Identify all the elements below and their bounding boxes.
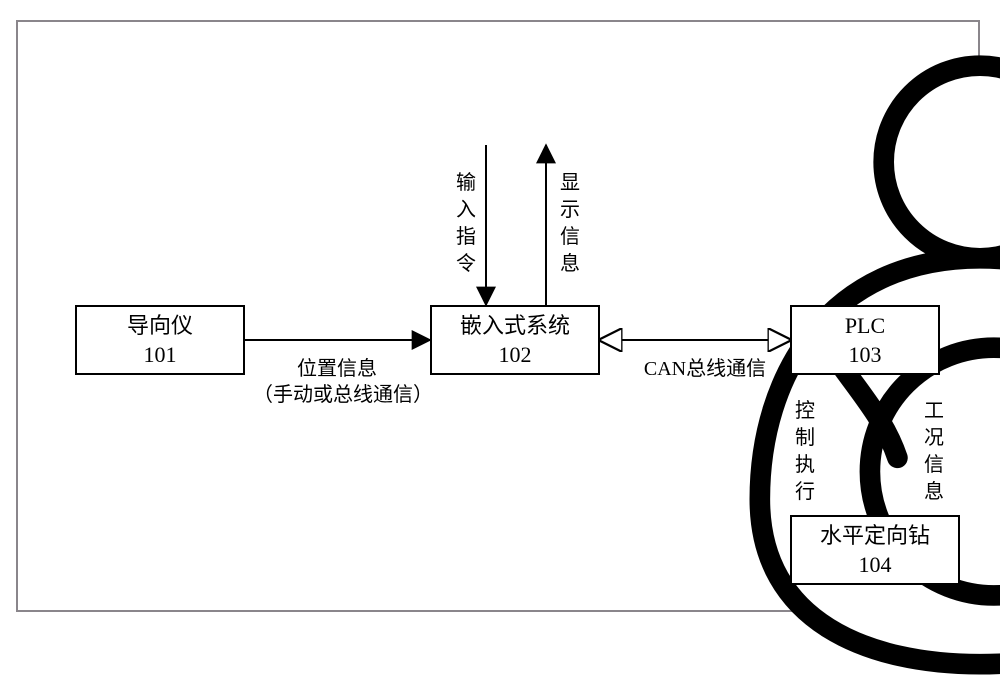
node-hdd: 水平定向钻 104 — [790, 515, 960, 585]
label-input-cmd: 输入指令 — [454, 170, 478, 278]
node-hdd-id: 104 — [859, 551, 892, 579]
diagram-canvas: 导向仪 101 嵌入式系统 102 PLC 103 水平定向钻 104 输入指令… — [0, 0, 1000, 633]
node-plc: PLC 103 — [790, 305, 940, 375]
label-display-info: 显示信息 — [558, 170, 582, 278]
node-guide: 导向仪 101 — [75, 305, 245, 375]
label-ctrl-exec: 控制执行 — [793, 398, 817, 506]
node-plc-title: PLC — [845, 312, 885, 340]
node-plc-id: 103 — [849, 341, 882, 369]
user-icon — [480, 45, 552, 137]
node-embedded-id: 102 — [499, 341, 532, 369]
label-cond-info: 工况信息 — [922, 398, 946, 506]
node-embedded-title: 嵌入式系统 — [460, 312, 570, 340]
label-pos-info-1: 位置信息 — [247, 356, 427, 382]
node-guide-id: 101 — [144, 341, 177, 369]
label-pos-info-2: （手动或总线通信） — [238, 382, 448, 408]
node-hdd-title: 水平定向钻 — [820, 522, 930, 550]
node-guide-title: 导向仪 — [127, 312, 193, 340]
node-embedded: 嵌入式系统 102 — [430, 305, 600, 375]
label-can-bus: CAN总线通信 — [630, 356, 780, 382]
